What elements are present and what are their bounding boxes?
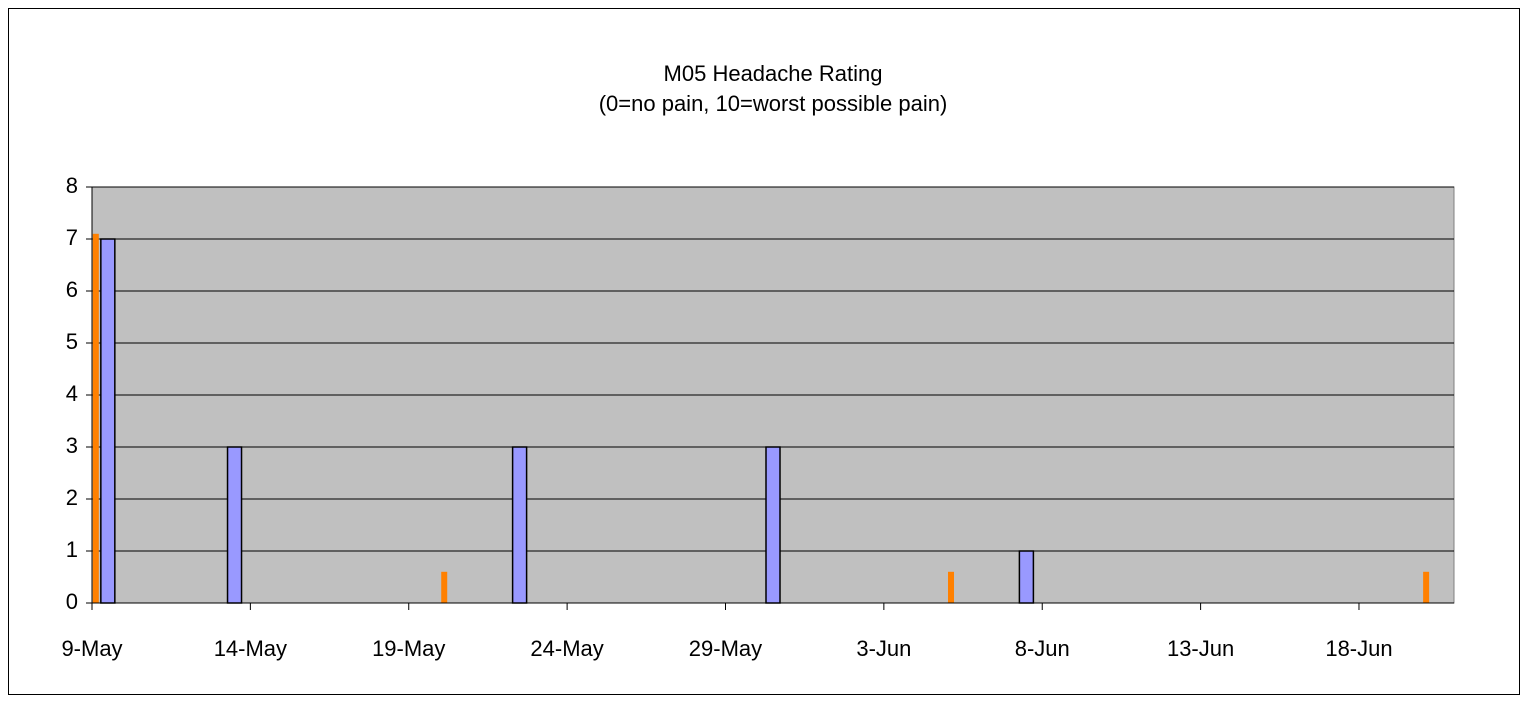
x-tick-label: 19-May xyxy=(372,636,445,661)
chart-title: M05 Headache Rating xyxy=(664,61,883,86)
x-tick-label: 8-Jun xyxy=(1015,636,1070,661)
y-tick-label: 4 xyxy=(66,381,78,406)
bar xyxy=(765,446,781,604)
bar xyxy=(948,571,955,603)
y-tick-label: 1 xyxy=(66,537,78,562)
bar xyxy=(92,233,99,604)
bar xyxy=(226,446,243,604)
y-tick-label: 3 xyxy=(66,433,78,458)
x-tick-label: 3-Jun xyxy=(856,636,911,661)
x-tick-label: 13-Jun xyxy=(1167,636,1234,661)
y-tick-label: 7 xyxy=(66,225,78,250)
bar xyxy=(441,571,448,603)
x-tick-label: 9-May xyxy=(61,636,122,661)
bar xyxy=(1423,571,1430,603)
y-tick-label: 5 xyxy=(66,329,78,354)
bar xyxy=(100,238,116,604)
bar xyxy=(1018,550,1035,604)
x-tick-label: 14-May xyxy=(214,636,287,661)
y-tick-label: 8 xyxy=(66,173,78,198)
bar xyxy=(511,446,528,604)
y-tick-label: 2 xyxy=(66,485,78,510)
y-tick-label: 0 xyxy=(66,589,78,614)
chart-subtitle: (0=no pain, 10=worst possible pain) xyxy=(599,91,948,116)
y-tick-label: 6 xyxy=(66,277,78,302)
x-tick-label: 29-May xyxy=(689,636,762,661)
x-tick-label: 24-May xyxy=(530,636,603,661)
x-tick-label: 18-Jun xyxy=(1325,636,1392,661)
